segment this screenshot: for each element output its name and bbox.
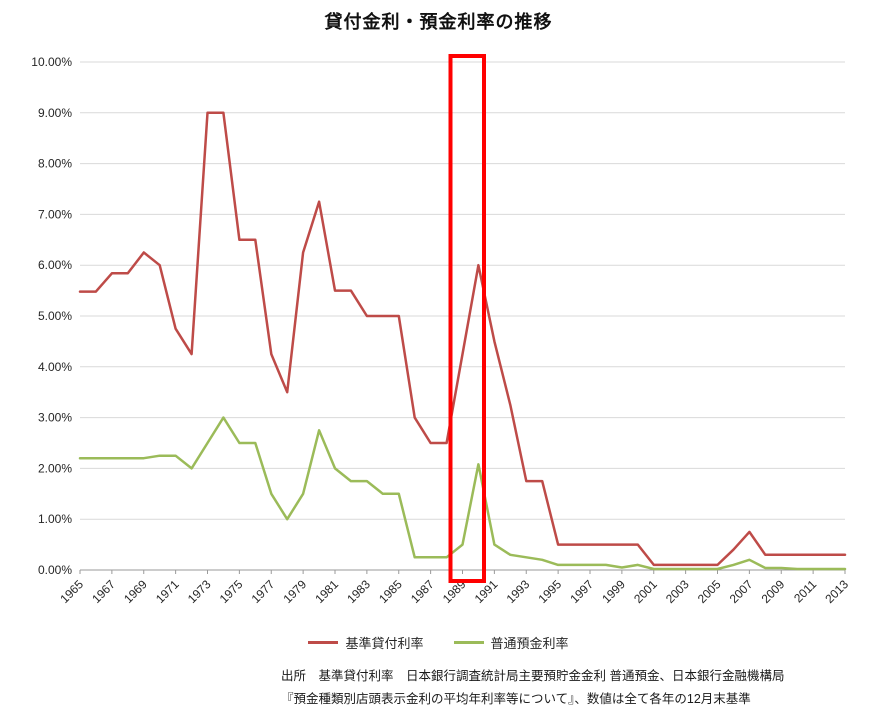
- y-axis-tick-label: 4.00%: [38, 360, 72, 374]
- y-axis-tick-label: 7.00%: [38, 207, 72, 221]
- series-line-deposit-rate: [78, 416, 847, 571]
- legend-label-deposit-rate: 普通預金利率: [490, 636, 569, 651]
- y-axis-tick-label: 1.00%: [38, 512, 72, 526]
- legend-item-deposit-rate: 普通預金利率: [453, 633, 569, 652]
- x-axis-tick-label: 2009: [759, 577, 788, 606]
- x-axis-tick-label: 1987: [408, 577, 437, 606]
- source-line-1: 出所 基準貸付利率 日本銀行調査統計局主要預貯金金利 普通預金、日本銀行金融機構…: [281, 669, 785, 683]
- source-note: 出所 基準貸付利率 日本銀行調査統計局主要預貯金金利 普通預金、日本銀行金融機構…: [281, 665, 867, 711]
- x-axis-tick-label: 1975: [217, 577, 246, 606]
- x-axis-tick-label: 1985: [376, 577, 405, 606]
- deposit-rate-line-swatch: [453, 641, 484, 644]
- x-axis-tick-label: 1973: [185, 577, 214, 606]
- x-axis-tick-label: 1979: [280, 577, 309, 606]
- y-axis-tick-label: 3.00%: [38, 411, 72, 425]
- x-axis-tick-label: 2013: [822, 577, 851, 606]
- x-axis-tick-label: 2001: [631, 577, 660, 606]
- chart-title: 貸付金利・預金利率の推移: [324, 12, 553, 32]
- x-axis-tick-label: 1969: [121, 577, 150, 606]
- y-axis-tick-label: 8.00%: [38, 157, 72, 171]
- y-axis-tick-label: 5.00%: [38, 309, 72, 323]
- y-axis-tick-label: 0.00%: [38, 563, 72, 577]
- x-axis-tick-label: 1997: [567, 577, 596, 606]
- x-axis-tick-label: 2003: [663, 577, 692, 606]
- x-axis-tick-label: 1971: [153, 577, 182, 606]
- interest-rate-line-chart: 0.00% 1.00% 2.00% 3.00% 4.00% 5.00% 6.00% 7.00%…: [31, 54, 851, 606]
- chart-legend: 基準貸付利率 普通預金利率: [0, 633, 877, 652]
- x-axis-tick-label: 1983: [344, 577, 373, 606]
- x-axis-tick-label: 1999: [599, 577, 628, 606]
- x-axis-tick-label: 2011: [791, 577, 819, 605]
- highlight-rectangle: [448, 54, 486, 583]
- x-axis-tick-label: 1981: [312, 577, 341, 606]
- x-axis-tick-label: 1977: [249, 577, 278, 606]
- series-line-lending-rate: [78, 111, 847, 567]
- legend-item-lending-rate: 基準貸付利率: [308, 633, 424, 652]
- legend-label-lending-rate: 基準貸付利率: [345, 636, 424, 651]
- x-axis-tick-label: 1993: [504, 577, 533, 606]
- lending-rate-line-swatch: [308, 641, 339, 644]
- source-line-2: 『預金種類別店頭表示金利の平均年利率等について』、数値は全て各年の12月末基準: [281, 692, 751, 706]
- x-axis-tick-label: 1967: [89, 577, 118, 606]
- y-axis-tick-label: 10.00%: [31, 55, 72, 69]
- x-axis-tick-label: 2005: [695, 577, 724, 606]
- x-axis-tick-label: 1965: [57, 577, 86, 606]
- y-axis-tick-label: 9.00%: [38, 106, 72, 120]
- y-axis-tick-label: 6.00%: [38, 258, 72, 272]
- x-axis-tick-label: 2007: [727, 577, 756, 606]
- x-axis-tick-label: 1995: [535, 577, 564, 606]
- y-axis-tick-label: 2.00%: [38, 461, 72, 475]
